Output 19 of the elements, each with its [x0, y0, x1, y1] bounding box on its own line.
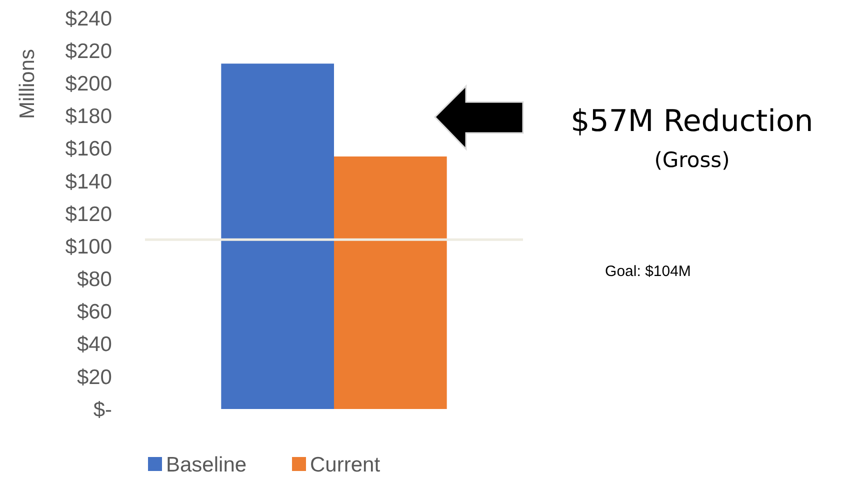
- y-tick-label: $60: [76, 300, 112, 324]
- y-tick-label: $40: [76, 333, 112, 356]
- y-tick-label: $160: [65, 138, 112, 161]
- legend-label: Current: [310, 453, 380, 476]
- text: $57M Reduction: [570, 104, 814, 139]
- y-tick-label: $-: [93, 398, 112, 422]
- legend-label: Baseline: [166, 453, 247, 476]
- y-tick-label: $200: [65, 72, 112, 96]
- text: Goal: $104M: [605, 263, 691, 280]
- y-tick-label: $120: [65, 202, 112, 226]
- y-tick-label: $100: [65, 235, 112, 258]
- text: (Gross): [654, 148, 730, 172]
- y-tick-label: $80: [76, 268, 112, 292]
- y-tick-label: $180: [65, 105, 112, 128]
- y-tick-label: $220: [65, 40, 112, 63]
- y-tick-label: $20: [76, 366, 112, 389]
- y-axis-title: Millions: [16, 48, 39, 120]
- y-tick-label: $240: [65, 7, 112, 30]
- y-tick-label: $140: [65, 170, 112, 194]
